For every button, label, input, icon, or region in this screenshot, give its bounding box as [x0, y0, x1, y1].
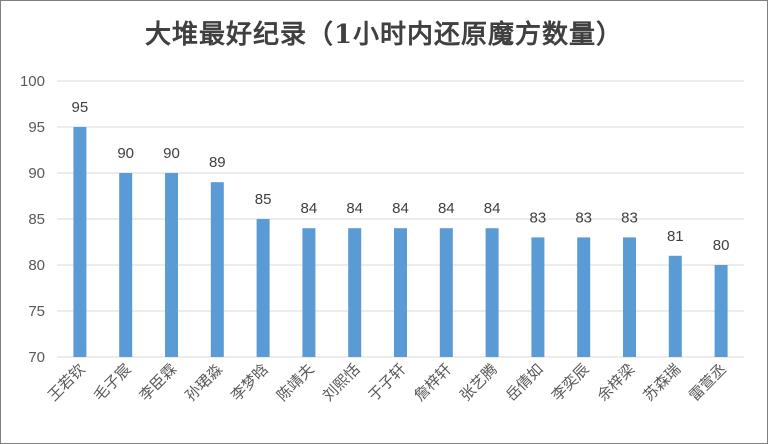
- bar: [623, 237, 636, 357]
- data-label: 90: [117, 145, 134, 162]
- y-tick-label: 75: [28, 303, 45, 320]
- x-tick-label: 詹梓轩: [411, 360, 456, 405]
- x-tick-label: 余梓梁: [594, 360, 639, 405]
- bar: [165, 173, 178, 357]
- y-tick-label: 85: [28, 211, 45, 228]
- bar: [531, 237, 545, 357]
- bar: [439, 228, 453, 357]
- y-tick-label: 100: [20, 73, 45, 90]
- x-tick-label: 王若钦: [44, 360, 89, 405]
- data-label: 89: [209, 154, 226, 171]
- x-tick-label: 李梦晗: [227, 360, 272, 405]
- bar: [73, 127, 87, 357]
- chart-title: 大堆最好纪录（1小时内还原魔方数量）: [144, 20, 624, 50]
- x-tick-label: 刘熙恬: [319, 360, 364, 405]
- data-label: 84: [346, 200, 363, 217]
- data-label: 85: [255, 191, 272, 208]
- bar: [256, 219, 270, 357]
- bar: [714, 265, 728, 357]
- y-tick-label: 90: [28, 165, 45, 182]
- data-label: 95: [72, 99, 89, 116]
- data-label: 90: [163, 145, 180, 162]
- bar: [210, 182, 224, 357]
- x-tick-label: 岳倩如: [502, 360, 547, 405]
- data-label: 81: [667, 228, 684, 245]
- x-tick-label: 毛子宸: [90, 360, 135, 405]
- data-label: 83: [621, 209, 638, 226]
- data-label: 84: [438, 200, 455, 217]
- data-label: 84: [301, 200, 318, 217]
- x-tick-label: 李臣霖: [136, 360, 181, 405]
- data-label: 84: [484, 200, 501, 217]
- x-tick-label: 孙珺淼: [182, 360, 227, 405]
- data-label: 83: [575, 209, 592, 226]
- bar: [485, 228, 499, 357]
- x-tick-label: 陈靖夫: [273, 360, 318, 405]
- x-tick-label: 雷萱丞: [685, 360, 730, 405]
- x-tick-label: 李奕辰: [548, 360, 593, 405]
- x-tick-label: 于子轩: [365, 360, 410, 405]
- bar: [668, 255, 682, 357]
- y-tick-label: 70: [28, 349, 45, 366]
- x-tick-label: 苏森瑞: [640, 360, 685, 405]
- data-label: 83: [530, 209, 547, 226]
- bar: [302, 228, 316, 357]
- data-label: 80: [713, 237, 730, 254]
- x-tick-label: 张艺腾: [456, 360, 501, 405]
- bar: [348, 228, 362, 357]
- bar: [119, 173, 133, 357]
- data-label: 84: [392, 200, 409, 217]
- bar: [394, 228, 407, 357]
- y-tick-label: 95: [28, 119, 45, 136]
- bar: [577, 237, 591, 357]
- y-tick-label: 80: [28, 257, 45, 274]
